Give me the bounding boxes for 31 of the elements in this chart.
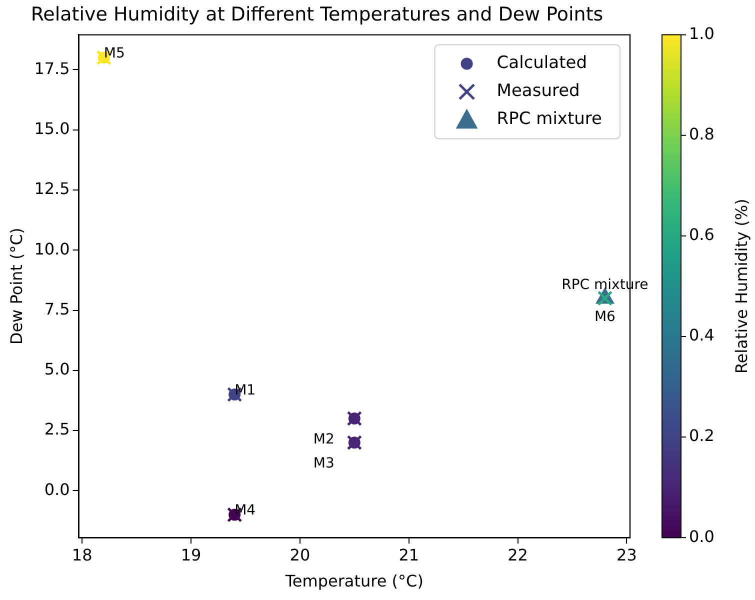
- x-tick-label: 23: [616, 545, 637, 564]
- y-tick-label: 0.0: [44, 480, 70, 499]
- y-tick-label: 12.5: [34, 179, 70, 198]
- y-tick-label: 2.5: [44, 420, 70, 439]
- chart-title: Relative Humidity at Different Temperatures and Dew Points: [30, 3, 604, 26]
- y-axis-title: Dew Point (°C): [6, 228, 26, 345]
- x-tick-label: 19: [180, 545, 202, 564]
- annotation: M6: [594, 309, 616, 326]
- y-tick-label: 5.0: [44, 360, 70, 379]
- point: [597, 290, 613, 306]
- color-bar-label: 0.6: [689, 225, 714, 244]
- legend-label: Measured: [496, 81, 580, 102]
- y-tick-label: 10.0: [34, 239, 70, 258]
- x-tick-label: 21: [398, 545, 420, 564]
- annotation: M2: [313, 432, 334, 448]
- color-bar-title: Relative Humidity (%): [732, 198, 752, 374]
- y-tick-label: 7.5: [44, 299, 70, 318]
- color-bar-label: 0.2: [689, 426, 714, 446]
- legend-label: RPC mixture: [496, 109, 602, 130]
- color-bar-label: 1.0: [689, 24, 714, 43]
- color-bar-label: 0.8: [689, 124, 714, 144]
- legend-label: Calculated: [496, 53, 588, 74]
- x-axis-title: Temperature (°C): [284, 572, 424, 591]
- annotation: M3: [313, 456, 334, 472]
- color-bar-label: 0.0: [689, 526, 714, 546]
- x-tick-label: 18: [72, 545, 92, 564]
- x-tick-label: 20: [290, 545, 310, 564]
- color-bar-label: 0.4: [689, 326, 714, 345]
- y-tick-label: 15.0: [34, 118, 70, 138]
- y-tick-label: 17.5: [34, 58, 70, 78]
- x-tick-label: 22: [508, 545, 528, 564]
